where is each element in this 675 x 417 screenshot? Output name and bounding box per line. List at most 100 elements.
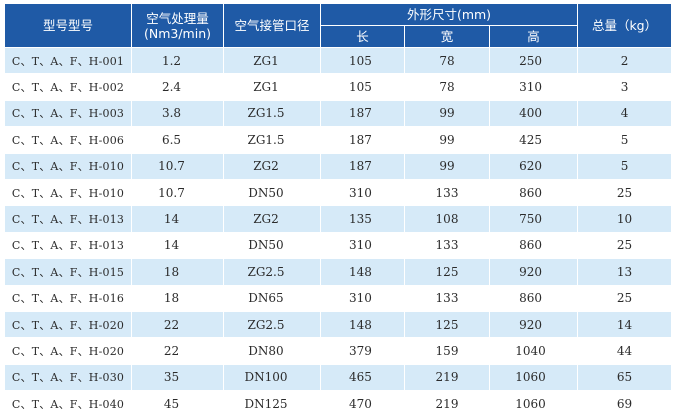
cell-height: 250 [488, 46, 579, 75]
cell-air-flow: 14 [131, 231, 224, 260]
cell-pipe-diameter: DN100 [223, 363, 321, 392]
cell-pipe-diameter: ZG1.5 [223, 99, 321, 128]
cell-weight: 44 [577, 337, 673, 365]
cell-width: 133 [404, 178, 490, 207]
cell-model: C、T、A、F、H-006 [4, 126, 132, 154]
spec-table: 型号型号 空气处理量 (Nm3/min) 空气接管口径 外形尺寸(mm) 总量（… [4, 3, 673, 417]
header-pipe-diameter: 空气接管口径 [223, 3, 321, 48]
table-row: C、T、A、F、H-013 14 DN50 310 133 860 25 [4, 231, 673, 260]
table-row: C、T、A、F、H-003 3.8 ZG1.5 187 99 400 4 [4, 99, 673, 128]
table-row: C、T、A、F、H-020 22 ZG2.5 148 125 920 14 [4, 310, 673, 339]
cell-length: 148 [320, 310, 405, 339]
table-row: C、T、A、F、H-013 14 ZG2 135 108 750 10 [4, 205, 673, 233]
table-body: C、T、A、F、H-001 1.2 ZG1 105 78 250 2 C、T、A、F、H-00… [4, 46, 673, 417]
cell-length: 105 [320, 46, 405, 75]
cell-height: 310 [488, 73, 579, 101]
cell-air-flow: 22 [131, 337, 224, 365]
cell-height: 425 [488, 126, 579, 154]
cell-width: 125 [404, 258, 490, 286]
cell-air-flow: 10.7 [131, 178, 224, 207]
table-row: C、T、A、F、H-010 10.7 DN50 310 133 860 25 [4, 178, 673, 207]
cell-height: 860 [488, 178, 579, 207]
cell-width: 219 [404, 390, 490, 417]
cell-length: 310 [320, 231, 405, 260]
cell-width: 133 [404, 284, 490, 312]
table-row: C、T、A、F、H-020 22 DN80 379 159 1040 44 [4, 337, 673, 365]
cell-weight: 25 [577, 284, 673, 312]
cell-weight: 3 [577, 73, 673, 101]
cell-weight: 5 [577, 126, 673, 154]
cell-model: C、T、A、F、H-001 [4, 46, 132, 75]
cell-air-flow: 6.5 [131, 126, 224, 154]
cell-air-flow: 14 [131, 205, 224, 233]
cell-model: C、T、A、F、H-013 [4, 231, 132, 260]
cell-weight: 10 [577, 205, 673, 233]
table-row: C、T、A、F、H-016 18 DN65 310 133 860 25 [4, 284, 673, 312]
cell-model: C、T、A、F、H-015 [4, 258, 132, 286]
cell-height: 750 [488, 205, 579, 233]
cell-height: 620 [488, 152, 579, 180]
cell-width: 99 [404, 99, 490, 128]
cell-air-flow: 45 [131, 390, 224, 417]
cell-pipe-diameter: ZG1.5 [223, 126, 321, 154]
cell-height: 1060 [488, 390, 579, 417]
cell-weight: 13 [577, 258, 673, 286]
cell-pipe-diameter: ZG2 [223, 205, 321, 233]
header-length: 长 [320, 25, 405, 48]
cell-pipe-diameter: ZG2.5 [223, 310, 321, 339]
cell-length: 105 [320, 73, 405, 101]
header-height: 高 [488, 25, 579, 48]
table-row: C、T、A、F、H-015 18 ZG2.5 148 125 920 13 [4, 258, 673, 286]
cell-width: 159 [404, 337, 490, 365]
cell-length: 310 [320, 284, 405, 312]
cell-air-flow: 2.4 [131, 73, 224, 101]
cell-model: C、T、A、F、H-016 [4, 284, 132, 312]
table-header: 型号型号 空气处理量 (Nm3/min) 空气接管口径 外形尺寸(mm) 总量（… [4, 3, 673, 48]
cell-length: 187 [320, 126, 405, 154]
cell-height: 920 [488, 310, 579, 339]
cell-model: C、T、A、F、H-003 [4, 99, 132, 128]
header-air-flow-line2: (Nm3/min) [143, 25, 212, 41]
cell-width: 219 [404, 363, 490, 392]
cell-pipe-diameter: DN50 [223, 178, 321, 207]
cell-width: 78 [404, 46, 490, 75]
cell-width: 108 [404, 205, 490, 233]
cell-model: C、T、A、F、H-013 [4, 205, 132, 233]
header-dimensions: 外形尺寸(mm) [319, 3, 579, 26]
cell-air-flow: 3.8 [131, 99, 224, 128]
table-row: C、T、A、F、H-001 1.2 ZG1 105 78 250 2 [4, 46, 673, 75]
cell-model: C、T、A、F、H-030 [4, 363, 132, 392]
header-air-flow: 空气处理量 (Nm3/min) [131, 3, 224, 48]
cell-weight: 65 [577, 363, 673, 392]
cell-air-flow: 35 [131, 363, 224, 392]
cell-air-flow: 1.2 [131, 46, 224, 75]
cell-pipe-diameter: ZG1 [223, 73, 321, 101]
cell-length: 470 [320, 390, 405, 417]
header-model: 型号型号 [4, 3, 132, 48]
cell-height: 860 [488, 284, 579, 312]
cell-model: C、T、A、F、H-040 [4, 390, 132, 417]
cell-length: 187 [320, 99, 405, 128]
cell-air-flow: 10.7 [131, 152, 224, 180]
cell-air-flow: 18 [131, 284, 224, 312]
cell-width: 125 [404, 310, 490, 339]
cell-model: C、T、A、F、H-002 [4, 73, 132, 101]
table-row: C、T、A、F、H-010 10.7 ZG2 187 99 620 5 [4, 152, 673, 180]
cell-length: 148 [320, 258, 405, 286]
cell-pipe-diameter: DN125 [223, 390, 321, 417]
cell-model: C、T、A、F、H-020 [4, 337, 132, 365]
cell-width: 99 [404, 126, 490, 154]
header-width: 宽 [404, 25, 490, 48]
cell-width: 133 [404, 231, 490, 260]
cell-length: 187 [320, 152, 405, 180]
cell-pipe-diameter: ZG2.5 [223, 258, 321, 286]
table-row: C、T、A、F、H-006 6.5 ZG1.5 187 99 425 5 [4, 126, 673, 154]
spec-table-container: 型号型号 空气处理量 (Nm3/min) 空气接管口径 外形尺寸(mm) 总量（… [4, 3, 673, 417]
table-row: C、T、A、F、H-040 45 DN125 470 219 1060 69 [4, 390, 673, 417]
cell-length: 465 [320, 363, 405, 392]
cell-air-flow: 18 [131, 258, 224, 286]
cell-height: 400 [488, 99, 579, 128]
cell-model: C、T、A、F、H-010 [4, 152, 132, 180]
cell-pipe-diameter: ZG2 [223, 152, 321, 180]
cell-model: C、T、A、F、H-010 [4, 178, 132, 207]
